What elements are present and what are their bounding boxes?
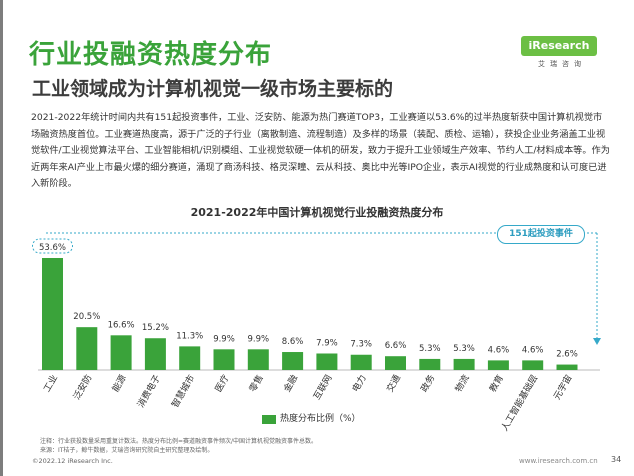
category-label: 电力 (349, 373, 368, 395)
bar (556, 364, 578, 370)
callout-arrow-icon (593, 338, 601, 345)
value-label: 2.6% (556, 350, 578, 360)
value-label: 20.5% (73, 312, 100, 322)
category-label: 智慧城市 (169, 373, 197, 410)
value-label: 11.3% (176, 331, 203, 341)
bar (487, 360, 509, 370)
page-subtitle: 工业领域成为计算机视觉一级市场主要标的 (32, 78, 394, 100)
bar (110, 335, 132, 370)
bar (453, 358, 475, 370)
slide-left-edge (0, 0, 3, 476)
bar (316, 353, 338, 370)
value-label: 53.6% (39, 243, 66, 253)
iresearch-logo: iResearch 艾瑞咨询 (521, 36, 601, 70)
bar (144, 338, 166, 370)
category-label: 互联网 (311, 373, 334, 402)
footer-url: www.iresearch.com.cn (519, 457, 598, 465)
value-label: 9.9% (213, 334, 235, 344)
value-label: 7.9% (316, 338, 338, 348)
bar (419, 358, 441, 370)
category-label: 元宇宙 (551, 373, 575, 402)
top-value-highlight (32, 238, 73, 254)
value-label: 9.9% (247, 334, 269, 344)
value-label: 8.6% (282, 337, 304, 347)
category-label: 零售 (246, 373, 265, 395)
legend-label: 热度分布比例（%） (280, 414, 361, 424)
summary-paragraph: 2021-2022年统计时间内共有151起投资事件，工业、泛安防、能源为热门赛道… (31, 112, 610, 190)
value-label: 4.6% (522, 345, 544, 355)
bar (282, 352, 304, 370)
bar (247, 349, 269, 370)
footnotes: 注释：行业获投数量采用重复计数法。热度分布比例=赛道融资事件频次/中国计算机视觉… (40, 437, 317, 455)
footnote-source: 来源：IT桔子，鲸牛数据，艾瑞咨询研究院自主研究整理及绘制。 (40, 447, 214, 454)
copyright: ©2022.12 iResearch Inc. (32, 457, 113, 465)
logo-brand: iResearch (521, 36, 597, 56)
category-label: 泛安防 (70, 373, 94, 402)
category-label: 能源 (109, 373, 128, 395)
bar (76, 327, 98, 370)
category-label: 工业 (42, 373, 61, 394)
category-label: 物流 (452, 373, 471, 395)
category-label: 金融 (281, 373, 300, 395)
value-label: 6.6% (385, 341, 407, 351)
value-label: 16.6% (108, 320, 135, 330)
investment-count-callout: 151起投资事件 (497, 225, 585, 244)
value-label: 7.3% (350, 340, 372, 350)
category-label: 政务 (418, 373, 437, 395)
page-number: 34 (611, 455, 622, 464)
legend-swatch (262, 415, 276, 424)
bar (42, 258, 63, 370)
bar (385, 356, 406, 370)
value-label: 5.3% (419, 344, 441, 354)
value-label: 5.3% (453, 344, 475, 354)
category-label: 教育 (487, 373, 506, 395)
category-label: 医疗 (212, 373, 231, 395)
category-label: 交通 (384, 373, 403, 395)
chart-title: 2021-2022年中国计算机视觉行业投融资热度分布 (190, 206, 444, 219)
bar (179, 346, 201, 370)
category-label: 消费电子 (135, 373, 163, 410)
bar (522, 360, 544, 370)
page-title: 行业投融资热度分布 (29, 40, 273, 70)
category-label: 人工智能基础层 (498, 373, 540, 434)
bar (213, 349, 235, 370)
value-label: 15.2% (142, 323, 169, 333)
footnote-note: 注释：行业获投数量采用重复计数法。热度分布比例=赛道融资事件频次/中国计算机视觉… (40, 438, 318, 445)
value-label: 4.6% (488, 345, 510, 355)
bar (350, 354, 372, 370)
logo-subtext: 艾瑞咨询 (538, 60, 586, 68)
